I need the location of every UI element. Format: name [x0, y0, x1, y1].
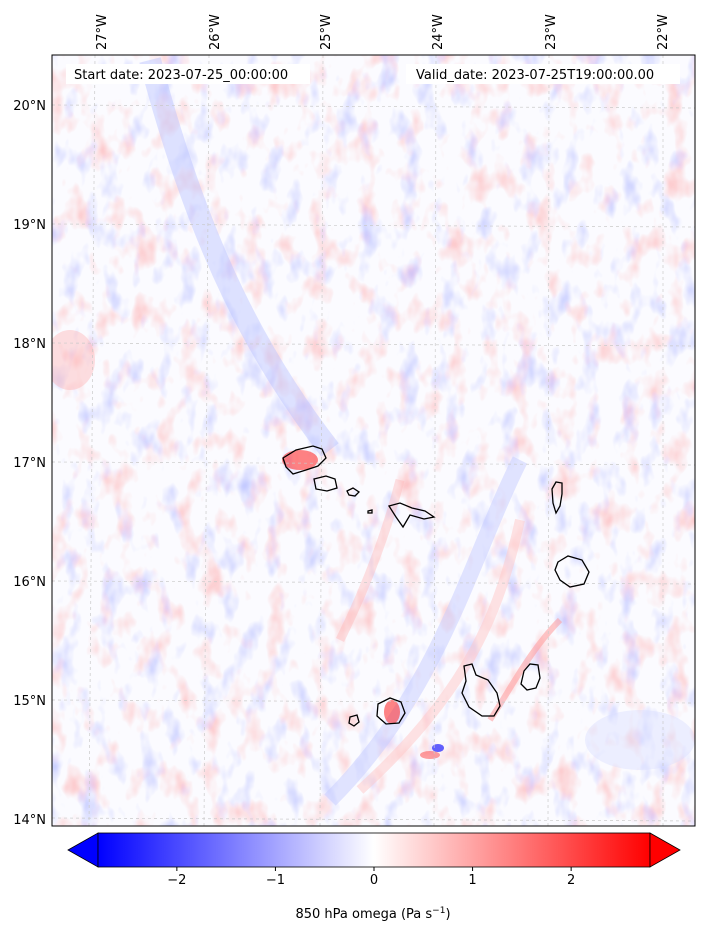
omega-field — [52, 55, 695, 826]
island-santa-luzia — [346, 487, 361, 497]
map-frame — [51, 54, 696, 827]
valid-date-label: Valid_date: 2023-07-25T19:00:00.00 — [416, 68, 654, 83]
island-sao-nicolau — [387, 502, 436, 529]
colorbar-label: 850 hPa omega (Pa s−1) — [295, 906, 450, 922]
island-sal — [551, 481, 563, 515]
lon-label: 26°W — [208, 14, 223, 50]
island-sao-vicente — [313, 475, 338, 492]
colorbar-extend-high — [649, 832, 681, 868]
colorbar-extend-low — [67, 832, 99, 868]
colorbar-tick-label: 1 — [468, 873, 476, 888]
lat-label: 15°N — [13, 694, 46, 709]
lon-label: 24°W — [431, 14, 446, 50]
lon-label: 22°W — [656, 14, 671, 50]
start-date-label: Start date: 2023-07-25_00:00:00 — [74, 68, 288, 83]
colorbar-tick-label: −1 — [266, 873, 285, 888]
longitude-labels: 27°W 26°W 25°W 24°W 23°W 22°W — [95, 14, 671, 50]
gridlines — [51, 54, 696, 827]
lat-label: 17°N — [13, 456, 46, 471]
coastlines — [282, 445, 590, 727]
lat-label: 18°N — [13, 337, 46, 352]
start-date-box — [66, 64, 310, 84]
colorbar: −2 −1 0 1 2 850 hPa omega (Pa s−1) — [67, 832, 681, 922]
island-maio — [520, 663, 541, 691]
island-brava — [348, 714, 360, 727]
lat-label: 14°N — [13, 813, 46, 828]
lat-label: 16°N — [13, 575, 46, 590]
colorbar-ticks: −2 −1 0 1 2 — [167, 867, 575, 888]
island-fogo — [376, 697, 406, 725]
latitude-labels: 20°N 19°N 18°N 17°N 16°N 15°N 14°N — [13, 99, 46, 828]
colorbar-tick-label: −2 — [167, 873, 186, 888]
lon-label: 27°W — [95, 14, 110, 50]
valid-date-box — [406, 64, 680, 84]
lat-label: 20°N — [13, 99, 46, 114]
lat-label: 19°N — [13, 218, 46, 233]
colorbar-body — [97, 832, 651, 868]
island-boa-vista — [554, 555, 590, 588]
island-santiago — [461, 663, 501, 717]
island-branco — [367, 509, 373, 514]
colorbar-tick-label: 0 — [370, 873, 378, 888]
island-santo-antao — [282, 445, 327, 475]
colorbar-tick-label: 2 — [567, 873, 575, 888]
lon-label: 25°W — [319, 14, 334, 50]
lon-label: 23°W — [544, 14, 559, 50]
